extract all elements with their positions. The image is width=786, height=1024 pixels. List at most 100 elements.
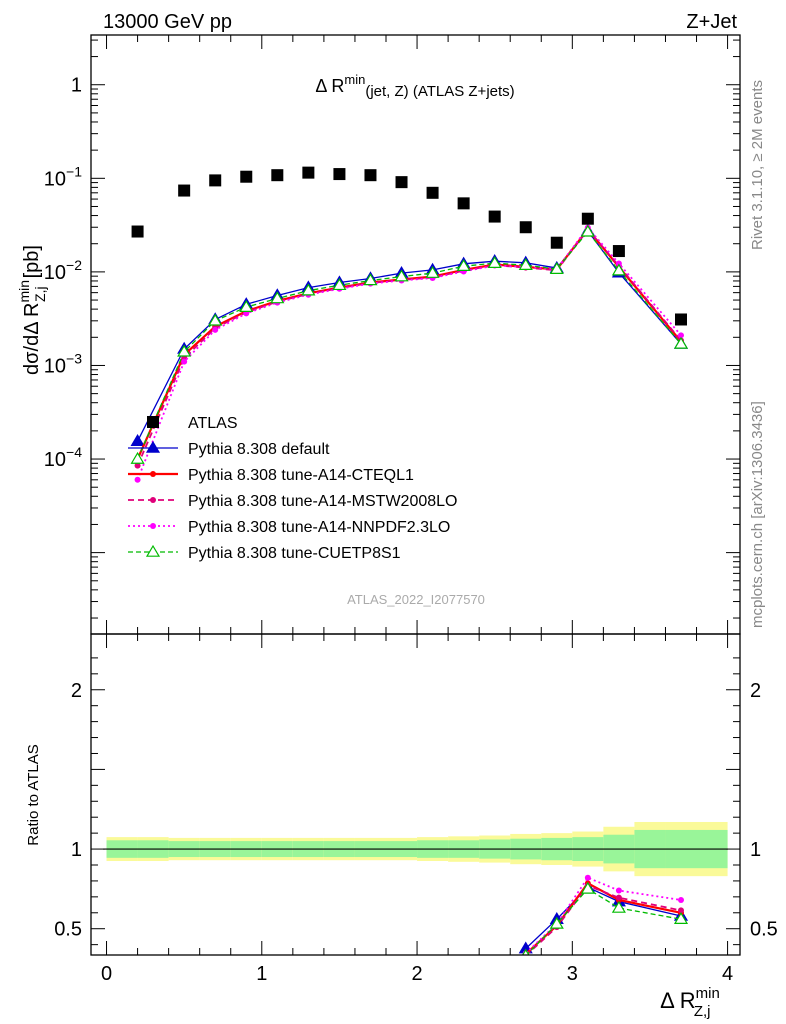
- ratio-point-mstw: [615, 894, 622, 901]
- point-cuetp8s1: [580, 224, 595, 237]
- data-point-atlas: [240, 170, 253, 183]
- ratio-point-cuetp8s1: [580, 881, 595, 894]
- ratio-y-tick-label-left: 2: [71, 680, 82, 702]
- legend-label-nnpdf: Pythia 8.308 tune-A14-NNPDF2.3LO: [188, 519, 450, 536]
- legend-label-ATLAS: ATLAS: [188, 415, 238, 432]
- legend-label-cuetp8s1: Pythia 8.308 tune-CUETP8S1: [188, 545, 401, 562]
- main-series: [130, 166, 689, 483]
- ratio-y-axis-label: Ratio to ATLAS: [25, 744, 42, 845]
- point-cuetp8s1: [208, 313, 223, 326]
- main-y-tick-label: 1: [71, 75, 82, 97]
- x-tick-label: 3: [567, 963, 578, 985]
- x-tick-label: 0: [101, 963, 112, 985]
- main-y-tick-label: 10−3: [44, 350, 82, 377]
- data-point-atlas: [550, 236, 563, 249]
- ratio-y-tick-label-left: 1: [71, 839, 82, 861]
- header-right: Z+Jet: [686, 11, 737, 33]
- data-point-atlas: [675, 313, 687, 326]
- ratio-point-nnpdf: [615, 887, 622, 894]
- point-nnpdf: [615, 260, 622, 267]
- x-tick-label: 1: [256, 963, 267, 985]
- data-point-atlas: [131, 225, 144, 238]
- watermark: ATLAS_2022_I2077570: [347, 592, 485, 607]
- ratio-point-nnpdf: [584, 874, 591, 881]
- data-point-atlas: [271, 169, 284, 182]
- mcplots-label: mcplots.cern.ch [arXiv:1306.3436]: [749, 401, 766, 628]
- legend-label-mstw: Pythia 8.308 tune-A14-MSTW2008LO: [188, 493, 457, 510]
- main-axis-ticks: [91, 35, 740, 634]
- ratio-frame: [90, 633, 741, 956]
- data-point-atlas: [581, 212, 594, 225]
- point-nnpdf: [134, 476, 141, 483]
- legend-marker-nnpdf: [150, 523, 156, 529]
- ratio-y-tick-label-right: 2: [750, 680, 761, 702]
- legend-marker-cteql1: [150, 471, 156, 477]
- data-point-atlas: [488, 210, 501, 223]
- point-cuetp8s1: [270, 291, 285, 304]
- legend-marker-cuetp8s1: [145, 544, 161, 557]
- uncertainty-bands: [106, 821, 728, 877]
- point-cuetp8s1: [394, 269, 409, 282]
- point-cuetp8s1: [130, 451, 145, 464]
- point-mstw: [134, 462, 141, 469]
- main-y-tick-label: 10−2: [44, 257, 82, 284]
- data-point-atlas: [364, 169, 377, 182]
- ratio-axis-ticks: [91, 634, 740, 955]
- rivet-label: Rivet 3.1.10, ≥ 2M events: [749, 80, 766, 250]
- point-cuetp8s1: [425, 265, 440, 278]
- data-point-atlas: [178, 184, 191, 197]
- x-axis-label: Δ Rmin Z,j: [660, 985, 720, 1020]
- main-panel: 1 10−1 10−2 10−3 10−4 Δ Rmin(jet, Z) (ATLAS …: [16, 34, 741, 635]
- point-cuetp8s1: [332, 278, 347, 291]
- legend-marker-default: [145, 440, 161, 453]
- data-point-atlas: [457, 197, 470, 210]
- data-point-atlas: [612, 245, 625, 258]
- data-point-atlas: [519, 221, 532, 234]
- main-y-axis-label: dσ/dΔ RminZ,j[pb]: [16, 245, 48, 375]
- series-line-default: [137, 229, 682, 442]
- header-left: 13000 GeV pp: [103, 11, 232, 33]
- point-cuetp8s1: [487, 255, 502, 268]
- ratio-point-mstw: [678, 907, 684, 914]
- legend-label-cteql1: Pythia 8.308 tune-A14-CTEQL1: [188, 467, 414, 484]
- x-tick-label: 4: [722, 963, 733, 985]
- ratio-series: [518, 874, 689, 955]
- legend-label-default: Pythia 8.308 default: [188, 441, 330, 458]
- point-nnpdf: [212, 326, 219, 333]
- ratio-panel: 0 1 2 3 4 0.5 0.5 1 1 2 2 Ratio to ATLAS Δ Rmin Z,j: [25, 633, 778, 1020]
- point-nnpdf: [678, 332, 684, 339]
- data-point-atlas: [426, 186, 439, 199]
- main-y-tick-label: 10−1: [44, 163, 82, 190]
- data-point-atlas: [209, 174, 222, 187]
- ratio-point-cuetp8s1: [549, 916, 564, 929]
- ratio-y-tick-label-left: 0.5: [54, 919, 82, 941]
- main-y-tick-labels: 1 10−1 10−2 10−3 10−4: [44, 75, 82, 471]
- point-cuetp8s1: [549, 261, 564, 274]
- ratio-y-tick-label-right: 0.5: [750, 919, 778, 941]
- legend: ATLAS Pythia 8.308 default Pythia 8.308 tu…: [128, 415, 457, 562]
- main-y-tick-label: 10−4: [44, 444, 82, 471]
- point-cuetp8s1: [363, 273, 378, 286]
- point-cuetp8s1: [177, 344, 192, 357]
- legend-marker-mstw: [150, 497, 156, 503]
- ratio-y-tick-label-right: 1: [750, 839, 761, 861]
- chart-title: Δ Rmin(jet, Z) (ATLAS Z+jets): [315, 72, 514, 100]
- point-cuetp8s1: [301, 283, 316, 296]
- point-cuetp8s1: [456, 259, 471, 272]
- ratio-line-nnpdf: [525, 876, 682, 955]
- legend-marker-atlas: [147, 416, 159, 428]
- ratio-point-cuetp8s1: [673, 911, 689, 924]
- data-point-atlas: [395, 176, 408, 189]
- point-default: [130, 434, 145, 447]
- ratio-point-nnpdf: [678, 897, 684, 904]
- point-cuetp8s1: [611, 263, 626, 276]
- data-point-atlas: [333, 168, 346, 181]
- x-tick-label: 2: [411, 963, 422, 985]
- point-nnpdf: [181, 358, 188, 365]
- point-cuetp8s1: [518, 257, 533, 270]
- ratio-tick-labels: 0 1 2 3 4 0.5 0.5 1 1 2 2: [54, 680, 778, 985]
- point-cuetp8s1: [239, 299, 254, 312]
- ratio-line-cuetp8s1: [525, 888, 682, 955]
- ratio-point-cuetp8s1: [611, 900, 626, 913]
